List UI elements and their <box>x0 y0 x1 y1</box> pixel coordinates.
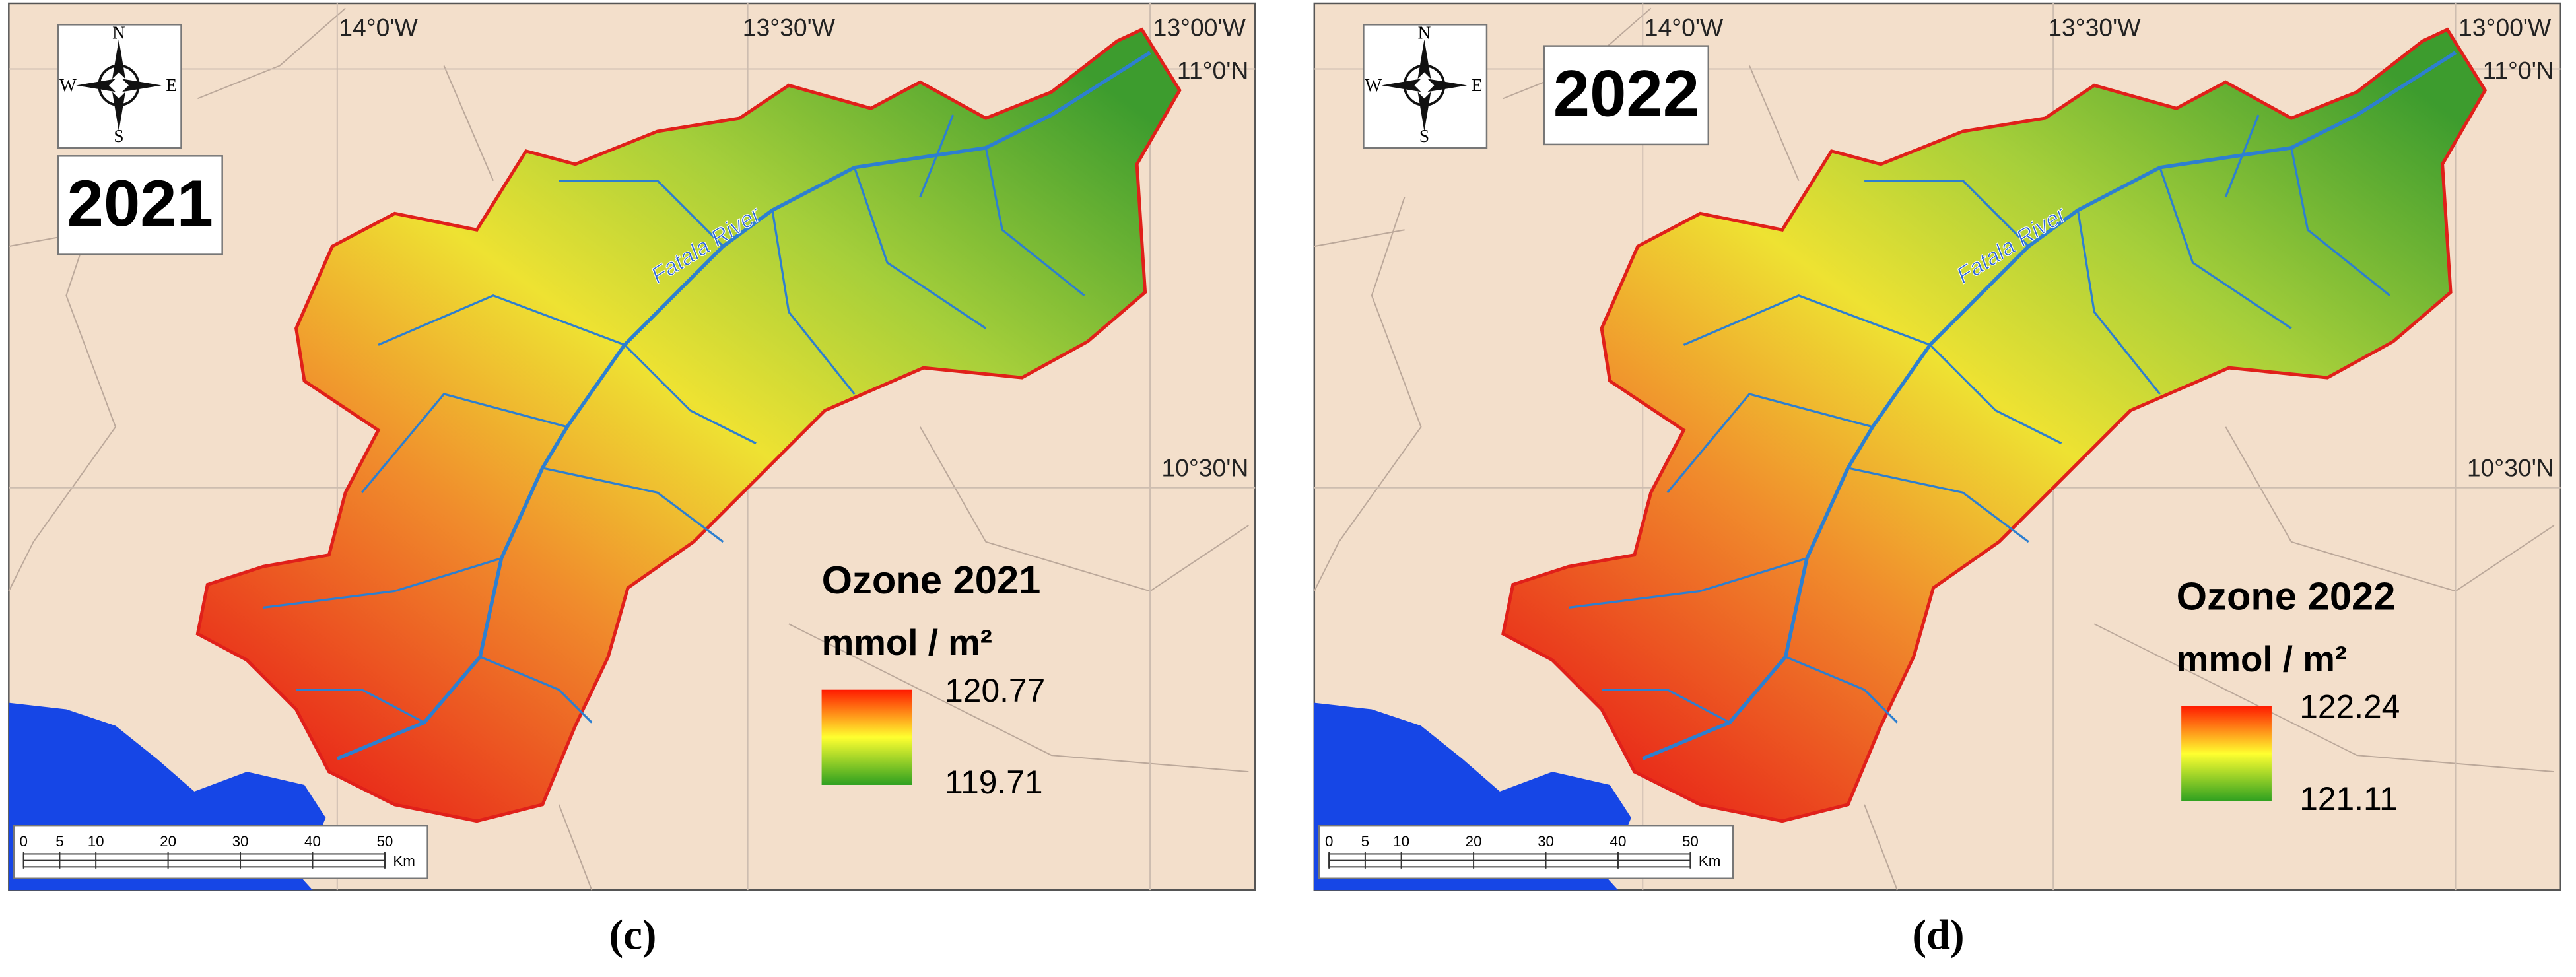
caption: (d) <box>1912 911 1964 959</box>
longitude-label: 14°0'W <box>1644 14 1724 42</box>
river <box>1602 689 1730 724</box>
year-box <box>1543 45 1710 146</box>
compass-letter: N <box>112 23 125 43</box>
river <box>853 167 987 329</box>
river <box>2290 147 2391 296</box>
scale-label: 5 <box>55 833 63 850</box>
scale-label: 10 <box>88 833 104 850</box>
legend-title: Ozone 2022 <box>2177 574 2396 619</box>
country-border <box>8 197 117 591</box>
scale-box <box>1318 825 1734 879</box>
longitude-label: 13°30'W <box>2048 14 2141 42</box>
country-border <box>2225 426 2555 592</box>
legend-unit: mmol / m² <box>2177 638 2347 679</box>
legend-gradient <box>821 689 912 785</box>
caption: (c) <box>609 911 657 959</box>
country-border <box>1313 197 1422 591</box>
river <box>1864 179 2029 248</box>
river <box>559 179 724 248</box>
legend-max: 120.77 <box>945 672 1045 709</box>
compass-letter: W <box>59 75 77 95</box>
river <box>2076 210 2161 395</box>
river <box>263 557 502 609</box>
river <box>296 689 425 724</box>
scale-label: 0 <box>1325 833 1333 850</box>
year-label: 2021 <box>67 167 213 240</box>
legend-min: 121.11 <box>2299 780 2397 817</box>
river <box>1569 557 1808 609</box>
longitude-label: 14°0'W <box>339 14 418 42</box>
watershed <box>195 27 1182 823</box>
river <box>2159 167 2292 329</box>
scale-label: 50 <box>1682 833 1699 850</box>
compass-box <box>1363 24 1488 149</box>
legend-gradient <box>2181 706 2272 801</box>
river <box>623 344 757 445</box>
river <box>2224 114 2260 198</box>
longitude-label: 13°30'W <box>743 14 836 42</box>
scale-label: 0 <box>19 833 27 850</box>
compass-letter: W <box>1365 75 1382 95</box>
longitude-label: 13°00'W <box>2458 14 2552 42</box>
river <box>378 294 625 346</box>
country-border <box>197 7 346 100</box>
scale-label: 40 <box>304 833 321 850</box>
compass-ring <box>1403 64 1446 107</box>
country-border <box>443 65 494 182</box>
legend-unit: mmol / m² <box>822 622 992 663</box>
compass-letter: E <box>1472 75 1483 95</box>
scale-label: 40 <box>1610 833 1627 850</box>
river <box>984 147 1085 296</box>
legend-min: 119.71 <box>945 764 1042 801</box>
year-label: 2022 <box>1553 57 1699 131</box>
legend-max: 122.24 <box>2299 689 2400 725</box>
scale-label: 5 <box>1361 833 1369 850</box>
scale-unit: Km <box>393 853 415 869</box>
river <box>360 393 568 494</box>
legend-title: Ozone 2021 <box>822 558 1041 602</box>
country-border <box>919 426 1249 592</box>
compass-ring <box>98 64 140 107</box>
scale-label: 30 <box>1538 833 1554 850</box>
river <box>1666 393 1873 494</box>
scale-label: 50 <box>376 833 393 850</box>
country-border <box>1749 65 1800 182</box>
scale-label: 20 <box>1466 833 1482 850</box>
river <box>1929 344 2062 445</box>
watershed <box>1501 27 2488 823</box>
country-border <box>1314 229 1405 248</box>
compass-letter: S <box>114 126 123 146</box>
compass-rose <box>76 39 162 131</box>
scale-label: 30 <box>232 833 249 850</box>
latitude-label: 11°0'N <box>2482 56 2554 84</box>
scale-label: 10 <box>1393 833 1409 850</box>
compass-letter: S <box>1419 126 1429 146</box>
river <box>1785 656 1898 724</box>
river <box>919 114 955 198</box>
scale-label: 20 <box>160 833 176 850</box>
scale-unit: Km <box>1699 853 1721 869</box>
latitude-label: 10°30'N <box>2467 454 2554 481</box>
longitude-label: 13°00'W <box>1153 14 1246 42</box>
compass-rose <box>1381 39 1468 131</box>
latitude-label: 10°30'N <box>1161 454 1248 481</box>
year-box <box>57 155 223 255</box>
compass-letter: E <box>166 75 177 95</box>
country-border <box>1864 804 1898 891</box>
scale-box <box>13 825 428 879</box>
latitude-label: 11°0'N <box>1177 56 1248 84</box>
compass-letter: N <box>1418 23 1431 43</box>
river <box>1683 294 1931 346</box>
country-border <box>558 804 593 891</box>
river <box>1847 467 2029 543</box>
river <box>479 656 593 724</box>
river <box>542 467 724 543</box>
river <box>771 210 856 395</box>
